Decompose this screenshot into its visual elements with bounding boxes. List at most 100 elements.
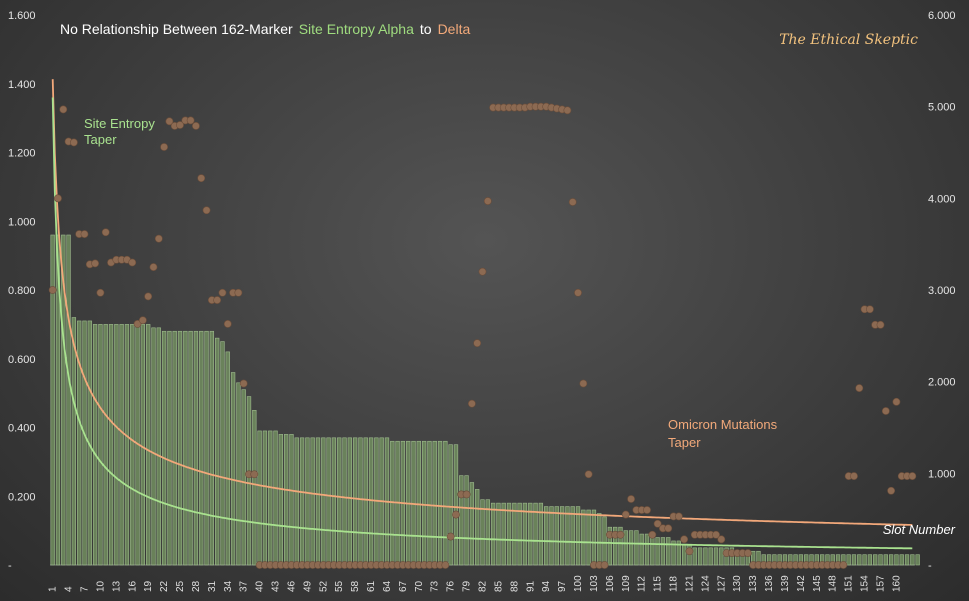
x-tick-label: 127 [716,575,727,592]
x-tick-label: 82 [478,580,489,592]
bar [315,437,321,566]
delta-dot [80,230,89,238]
x-axis-label: Slot Number [883,522,956,537]
bar [283,434,289,566]
x-tick-label: 142 [796,575,807,592]
bar [257,430,262,566]
bar [156,327,161,566]
bar [681,544,687,566]
x-tick-label: 64 [382,580,393,592]
bar [108,324,114,566]
bar [172,330,177,566]
x-tick-label: 133 [748,575,759,592]
delta-dot [674,512,683,521]
bar [294,437,299,566]
x-tick-label: 49 [302,580,313,592]
bar [252,410,257,566]
bar [103,324,108,566]
bar [910,554,915,566]
bar [549,506,554,566]
y-left-tick-label: - [8,560,12,572]
bar [888,554,894,566]
bar [522,502,528,566]
bar [490,502,496,566]
delta-dot [144,292,153,301]
bar [289,434,294,566]
bar [199,330,204,566]
delta-dot [855,384,864,392]
delta-dot [128,258,137,267]
x-tick-label: 100 [573,575,584,592]
bar [862,554,867,566]
bar [50,234,55,566]
title-joiner: to [420,21,432,37]
bar [241,389,246,566]
x-tick-label: 160 [891,575,902,592]
bar [326,437,331,566]
bar [867,554,873,566]
delta-dot [473,339,482,348]
bar [161,330,167,566]
bar [427,440,432,566]
y-right-tick-label: 1.000 [928,468,956,480]
bar [278,434,284,566]
bar [565,506,570,566]
delta-dot [186,116,195,125]
bar [177,330,183,566]
bar-series [50,234,920,566]
title-delta-term: Delta [438,21,471,37]
delta-dot [133,320,142,328]
delta-dot [881,407,890,415]
bar [904,554,910,566]
bar [628,530,634,566]
delta-dot [743,549,752,557]
bar [597,513,602,566]
bar [666,537,671,566]
bar [262,430,268,566]
delta-dot [223,320,232,328]
bar [894,554,899,566]
site-entropy-taper-line [51,97,913,550]
delta-dot [192,122,200,130]
x-tick-label: 148 [828,575,839,592]
bar [517,502,522,566]
bar [193,330,199,566]
x-tick-label: 154 [860,575,871,592]
bar [352,437,358,566]
bar [331,437,337,566]
x-tick-label: 130 [732,575,743,592]
bar [421,440,427,566]
delta-dot [48,286,57,294]
bar [358,437,363,566]
x-tick-label: 58 [350,580,361,592]
x-tick-label: 121 [684,575,695,592]
bar [459,475,464,566]
bar [485,499,490,566]
bar [650,533,655,566]
bar [671,540,676,566]
bar [342,437,347,566]
delta-dot [600,561,609,569]
delta-dot [627,495,635,503]
x-tick-label: 151 [844,575,855,592]
bar [416,440,421,566]
bar [873,554,878,566]
bar [114,324,119,566]
bar [443,440,448,566]
y-left-tick-label: 1.400 [8,79,36,91]
bar [713,547,719,566]
delta-dot [653,519,662,528]
y-left-tick-label: 0.600 [8,354,36,366]
x-tick-label: 106 [605,575,616,592]
x-tick-label: 97 [557,580,568,592]
delta-dot [908,472,917,480]
bar [846,554,851,566]
bar [92,324,98,566]
bar [639,533,644,566]
bar [146,324,151,566]
bar [676,540,682,566]
bar [363,437,368,566]
delta-dot [149,263,158,271]
x-tick-label: 37 [239,580,250,592]
bar [602,516,607,566]
